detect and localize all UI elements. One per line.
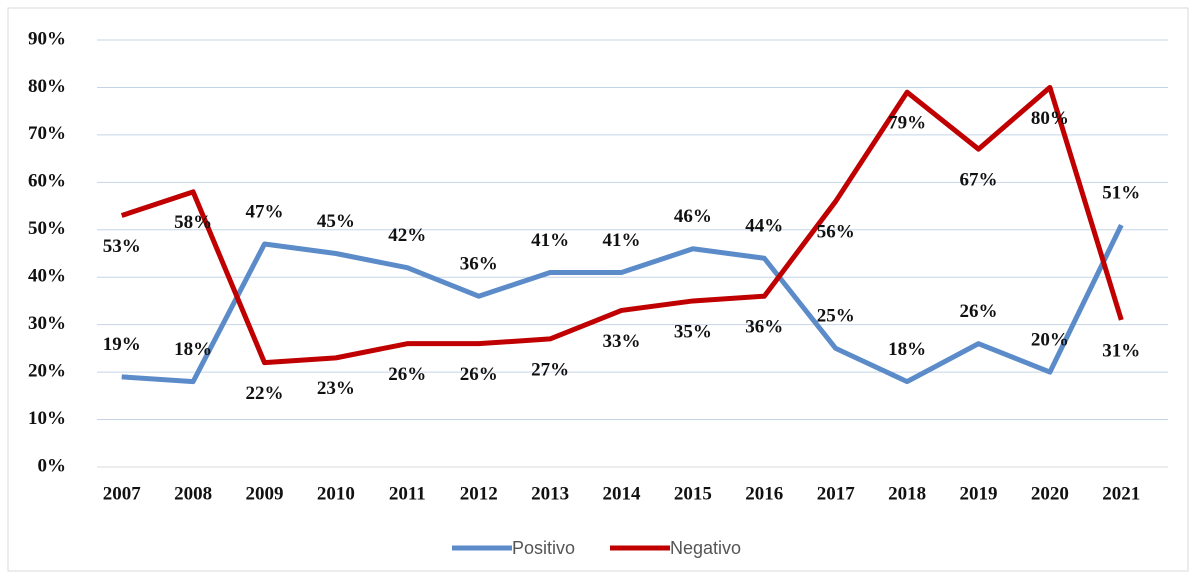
x-tick-label: 2011 — [389, 483, 426, 504]
data-label: 26% — [460, 364, 498, 385]
data-label: 47% — [246, 201, 284, 222]
data-label: 36% — [745, 317, 783, 338]
x-tick-label: 2017 — [817, 483, 856, 504]
x-tick-label: 2007 — [103, 483, 142, 504]
data-label: 80% — [1031, 108, 1069, 129]
data-label: 46% — [674, 206, 712, 227]
data-label: 18% — [174, 339, 212, 360]
legend-label: Positivo — [512, 538, 575, 558]
y-tick-label: 0% — [38, 455, 67, 476]
legend-label: Negativo — [670, 538, 741, 558]
data-label: 79% — [888, 113, 926, 134]
data-label: 45% — [317, 211, 355, 232]
y-tick-label: 50% — [28, 218, 66, 239]
y-tick-label: 40% — [28, 266, 66, 287]
data-label: 33% — [603, 331, 641, 352]
chart-frame — [7, 7, 1189, 572]
x-tick-label: 2021 — [1102, 483, 1140, 504]
data-label: 25% — [817, 306, 855, 327]
y-tick-label: 30% — [28, 313, 66, 334]
data-label: 26% — [960, 301, 998, 322]
y-tick-label: 70% — [28, 123, 66, 144]
data-label: 36% — [460, 254, 498, 275]
x-tick-label: 2012 — [460, 483, 498, 504]
data-label: 23% — [317, 378, 355, 399]
data-label: 41% — [603, 230, 641, 251]
x-tick-label: 2014 — [603, 483, 642, 504]
x-tick-label: 2010 — [317, 483, 355, 504]
data-label: 41% — [531, 230, 569, 251]
data-label: 19% — [103, 334, 141, 355]
y-tick-label: 80% — [28, 76, 66, 97]
data-label: 56% — [817, 222, 855, 243]
x-tick-label: 2018 — [888, 483, 926, 504]
data-label: 58% — [174, 212, 212, 233]
y-tick-label: 60% — [28, 171, 66, 192]
data-label: 35% — [674, 321, 712, 342]
series-line — [121, 223, 1124, 385]
x-tick-label: 2008 — [174, 483, 212, 504]
data-label: 20% — [1031, 329, 1069, 350]
series-line — [120, 84, 1124, 366]
data-label: 67% — [960, 169, 998, 190]
data-label: 31% — [1102, 340, 1140, 361]
data-label: 53% — [103, 236, 141, 257]
x-tick-label: 2009 — [246, 483, 284, 504]
x-tick-label: 2015 — [674, 483, 712, 504]
data-label: 27% — [531, 359, 569, 380]
data-label: 22% — [246, 383, 284, 404]
data-label: 51% — [1102, 182, 1140, 203]
data-label: 44% — [745, 216, 783, 237]
data-label: 18% — [888, 339, 926, 360]
x-tick-label: 2016 — [745, 483, 783, 504]
data-label: 26% — [388, 364, 426, 385]
y-tick-label: 90% — [28, 28, 66, 49]
y-tick-label: 10% — [28, 408, 66, 429]
x-tick-label: 2013 — [531, 483, 569, 504]
y-tick-label: 20% — [28, 360, 66, 381]
data-label: 42% — [388, 225, 426, 246]
x-tick-label: 2020 — [1031, 483, 1069, 504]
x-tick-label: 2019 — [960, 483, 998, 504]
